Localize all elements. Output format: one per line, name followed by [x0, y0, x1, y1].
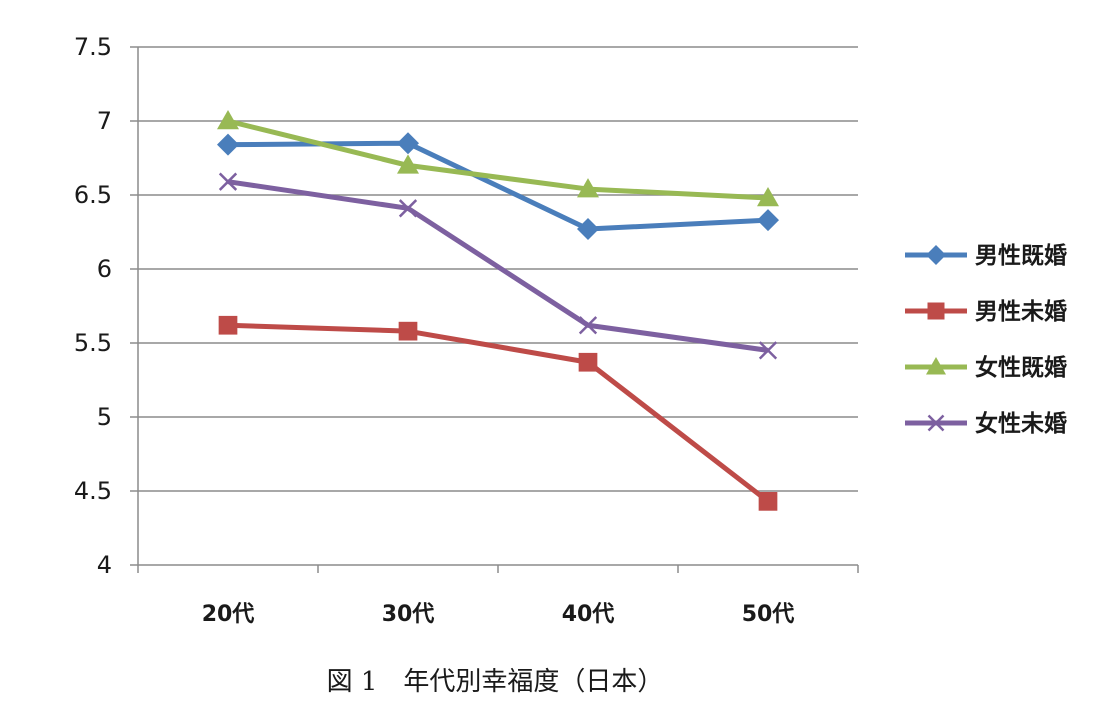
y-tick-label: 5 [97, 403, 112, 431]
series-line [227, 118, 769, 201]
y-tick-label: 6.5 [74, 181, 112, 209]
data-point-triangle [217, 110, 239, 130]
axes: 4 4.5 5 5.5 6 6.5 7 7.5 20代 30代 40代 50代 [74, 33, 859, 627]
data-point-triangle [577, 178, 599, 198]
legend-label: 女性未婚 [975, 410, 1067, 437]
series-2 [218, 315, 778, 511]
gridlines [138, 46, 858, 492]
data-point-x-stroke [398, 199, 418, 218]
data-point-x [218, 172, 238, 191]
data-point-x [398, 199, 418, 218]
y-tick-label: 4 [97, 551, 112, 579]
x-tick-label: 50代 [742, 602, 795, 627]
x-tick-label: 30代 [382, 602, 435, 627]
data-point-x-stroke [927, 414, 945, 432]
data-point-x-stroke [218, 172, 238, 191]
legend-entry: 男性既婚 [905, 242, 1067, 269]
series-line [227, 322, 770, 504]
series-lines [217, 110, 779, 511]
series-4 [218, 172, 778, 360]
data-point-square [578, 352, 598, 372]
data-point-diamond [397, 132, 419, 155]
data-point-triangle [397, 154, 419, 174]
x-tick-label: 40代 [562, 602, 615, 627]
y-tick-label: 6 [97, 255, 112, 283]
data-point-square [927, 302, 945, 320]
y-tick-label: 4.5 [74, 477, 112, 505]
data-point-square [758, 492, 778, 511]
data-point-x [578, 316, 598, 335]
series-line [227, 179, 769, 353]
x-tick-label: 20代 [202, 602, 255, 627]
legend-entry: 男性未婚 [905, 298, 1067, 325]
legend-label: 男性未婚 [975, 298, 1067, 325]
data-point-x-stroke [578, 316, 598, 335]
data-point-diamond [217, 133, 239, 156]
series-3 [217, 110, 779, 207]
legend-entry: 女性未婚 [905, 410, 1067, 437]
data-point-x-stroke [758, 341, 778, 360]
data-point-triangle [926, 357, 946, 375]
figure-caption: 図 1 年代別幸福度（日本） [327, 667, 664, 697]
series-1 [217, 132, 779, 241]
legend-label: 男性既婚 [975, 242, 1067, 269]
data-point-square [398, 321, 418, 341]
data-point-square [218, 315, 238, 335]
y-tick-label: 7 [97, 107, 112, 135]
data-point-triangle [757, 186, 779, 207]
data-point-x [927, 414, 945, 432]
legend-entry: 女性既婚 [905, 354, 1067, 381]
data-point-x [758, 341, 778, 360]
legend-label: 女性既婚 [975, 354, 1067, 381]
y-tick-label: 5.5 [74, 329, 112, 357]
data-point-diamond [926, 245, 946, 265]
series-line [227, 140, 769, 232]
data-point-diamond [577, 218, 599, 241]
data-point-diamond [757, 209, 779, 232]
y-tick-label: 7.5 [74, 33, 112, 61]
